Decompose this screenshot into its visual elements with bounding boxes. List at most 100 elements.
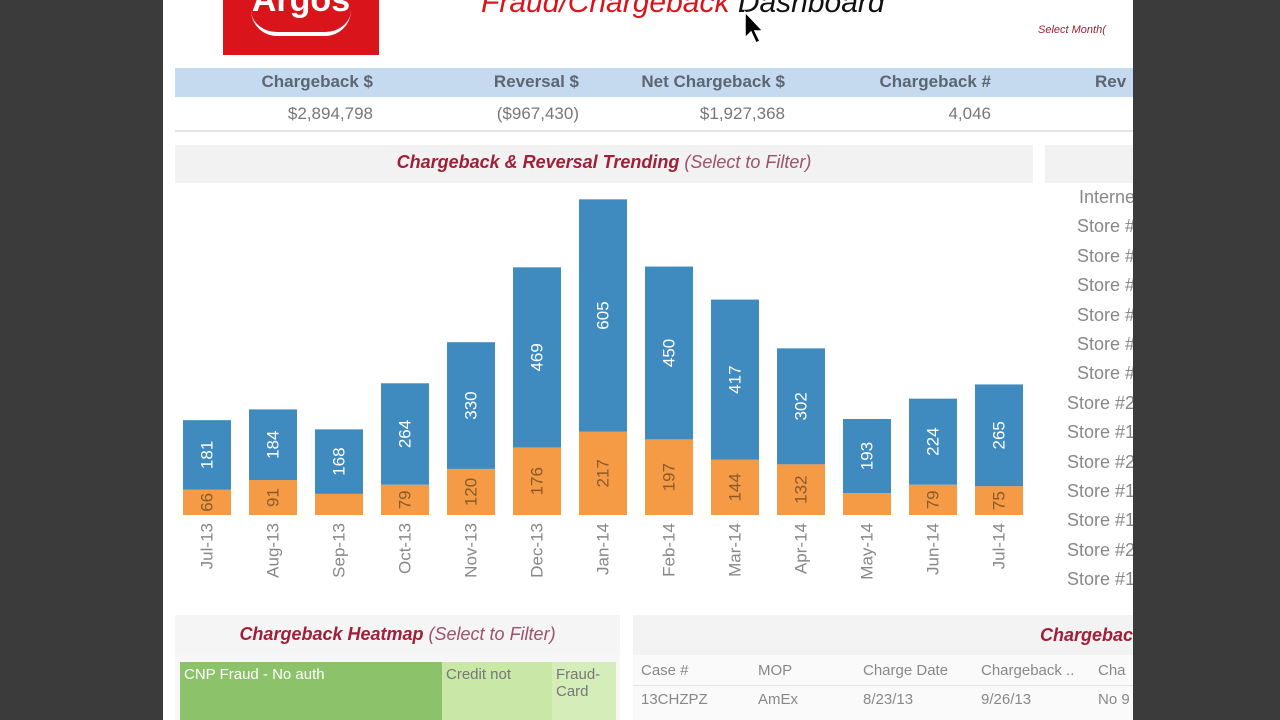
title-fraud: Fraud/Chargeback bbox=[481, 0, 730, 19]
reversal-bar[interactable] bbox=[315, 493, 363, 515]
cell-chargeback-date: 9/26/13 bbox=[981, 691, 1032, 708]
x-tick-label: Jan-14 bbox=[594, 523, 613, 575]
reversal-bar[interactable] bbox=[975, 486, 1023, 515]
column-header-mop[interactable]: MOP bbox=[758, 662, 793, 679]
store-list: Interne Store # Store # Store # Store # Store… bbox=[1045, 145, 1133, 605]
chargeback-bar[interactable] bbox=[315, 429, 363, 494]
x-tick-label: Mar-14 bbox=[726, 523, 745, 577]
kpi-label-chargeback: Chargeback $ bbox=[261, 72, 374, 91]
column-header-cha[interactable]: Cha bbox=[1098, 662, 1126, 679]
column-header-chargeback-date[interactable]: Chargeback .. bbox=[981, 662, 1075, 679]
chargeback-bar[interactable] bbox=[249, 409, 297, 481]
store-list-item[interactable]: Interne bbox=[1078, 187, 1133, 207]
x-tick-label: Nov-13 bbox=[462, 523, 481, 578]
bar-data-label: 224 bbox=[924, 427, 943, 455]
trend-bar-chart[interactable]: 66 181 Jul-13 91 184 Aug-13 168 Sep-13 79 264 Oct-… bbox=[175, 185, 1033, 605]
kpi-value-net-chargeback: $1,927,368 bbox=[699, 104, 785, 123]
reversal-bar[interactable] bbox=[249, 480, 297, 515]
x-tick-label: May-14 bbox=[858, 523, 877, 580]
store-list-item[interactable]: Store #2 bbox=[1066, 392, 1133, 413]
chargeback-bar[interactable] bbox=[645, 266, 693, 440]
x-tick-label: Apr-14 bbox=[792, 523, 811, 574]
store-list-item[interactable]: Store # bbox=[1076, 363, 1133, 384]
dashboard-title: Fraud/Chargeback Dashboard bbox=[481, 0, 885, 20]
chargeback-bar[interactable] bbox=[513, 267, 561, 448]
bar-data-label: 120 bbox=[462, 478, 481, 506]
x-tick-label: Jul-13 bbox=[198, 523, 217, 569]
reversal-bar[interactable] bbox=[645, 439, 693, 515]
chargeback-bar[interactable] bbox=[447, 342, 495, 469]
bar-data-label: 75 bbox=[990, 491, 1009, 510]
bar-data-label: 450 bbox=[660, 339, 679, 367]
column-header-case[interactable]: Case # bbox=[641, 662, 689, 679]
kpi-header-row: Chargeback $ Reversal $ Net Chargeback $… bbox=[175, 68, 1133, 97]
kpi-label-reversal: Reversal $ bbox=[493, 72, 579, 91]
store-list-item[interactable]: Store # bbox=[1076, 275, 1133, 296]
chargeback-bar[interactable] bbox=[909, 398, 957, 485]
bar-data-label: 181 bbox=[198, 441, 217, 469]
cell-mop: AmEx bbox=[758, 691, 799, 708]
x-tick-label: Jun-14 bbox=[924, 523, 943, 575]
chargeback-bar[interactable] bbox=[711, 299, 759, 460]
x-tick-label: Dec-13 bbox=[528, 523, 547, 578]
chargeback-bar[interactable] bbox=[975, 384, 1023, 487]
store-list-item[interactable]: Store #1 bbox=[1066, 569, 1133, 590]
kpi-value-reversal: ($967,430) bbox=[496, 104, 579, 123]
x-tick-label: Sep-13 bbox=[330, 523, 349, 578]
heatmap-subtitle: (Select to Filter) bbox=[428, 624, 556, 644]
reversal-bar[interactable] bbox=[909, 484, 957, 515]
cell-case[interactable]: 13CHZPZ bbox=[641, 691, 708, 708]
bar-data-label: 176 bbox=[528, 467, 547, 495]
reversal-bar[interactable] bbox=[513, 447, 561, 515]
chargeback-bar[interactable] bbox=[579, 199, 627, 432]
store-list-item[interactable]: Store #1 bbox=[1066, 481, 1133, 501]
chargeback-bar[interactable] bbox=[777, 348, 825, 465]
cell-cha: No 9 bbox=[1098, 691, 1130, 708]
bar-data-label: 193 bbox=[858, 442, 877, 470]
bar-data-label: 132 bbox=[792, 475, 811, 503]
heatmap-cell[interactable]: Fraud-Card bbox=[552, 662, 616, 720]
store-list-item[interactable]: Store # bbox=[1076, 334, 1133, 354]
reversal-bar[interactable] bbox=[777, 464, 825, 515]
reversal-bar[interactable] bbox=[579, 431, 627, 515]
bar-data-label: 605 bbox=[594, 301, 613, 329]
bar-data-label: 66 bbox=[198, 493, 217, 512]
kpi-value-chargeback-count: 4,046 bbox=[948, 104, 991, 123]
reversal-bar[interactable] bbox=[711, 459, 759, 515]
reversal-bar[interactable] bbox=[843, 493, 891, 515]
store-list-item[interactable]: Store #1 bbox=[1066, 510, 1133, 531]
store-list-item[interactable]: Store #2 bbox=[1066, 451, 1133, 472]
argos-logo: Argos bbox=[223, 0, 379, 55]
store-list-item[interactable]: Store # bbox=[1076, 216, 1133, 237]
trend-panel-title: Chargeback & Reversal Trending (Select t… bbox=[175, 145, 1033, 183]
chargeback-case-table: Chargebac Case # MOP Charge Date Chargeb… bbox=[633, 615, 1133, 720]
kpi-value-chargeback: $2,894,798 bbox=[287, 104, 373, 123]
select-month-filter[interactable]: Select Month( bbox=[1038, 24, 1106, 36]
kpi-label-net-chargeback: Net Chargeback $ bbox=[641, 72, 785, 91]
bar-data-label: 265 bbox=[990, 421, 1009, 449]
store-list-item[interactable]: Store #1 bbox=[1066, 422, 1133, 443]
store-list-item[interactable]: Store # bbox=[1076, 304, 1133, 325]
bar-data-label: 79 bbox=[924, 490, 943, 509]
chargeback-bar[interactable] bbox=[183, 420, 231, 490]
reversal-bar[interactable] bbox=[183, 489, 231, 515]
x-tick-label: Oct-13 bbox=[396, 523, 415, 574]
bar-data-label: 417 bbox=[726, 365, 745, 393]
reversal-bar[interactable] bbox=[381, 484, 429, 515]
heatmap-cell[interactable]: Credit not bbox=[442, 662, 552, 720]
x-tick-label: Aug-13 bbox=[264, 523, 283, 578]
kpi-label-chargeback-count: Chargeback # bbox=[879, 72, 992, 91]
bar-data-label: 469 bbox=[528, 343, 547, 371]
chargeback-bar[interactable] bbox=[381, 383, 429, 485]
bar-data-label: 168 bbox=[330, 447, 349, 475]
column-header-charge-date[interactable]: Charge Date bbox=[863, 662, 949, 679]
bar-data-label: 217 bbox=[594, 459, 613, 487]
reversal-bar[interactable] bbox=[447, 468, 495, 515]
chargeback-bar[interactable] bbox=[843, 419, 891, 494]
heatmap-cell[interactable]: CNP Fraud - No auth bbox=[180, 662, 442, 720]
bar-data-label: 302 bbox=[792, 392, 811, 420]
store-list-item[interactable]: Store # bbox=[1076, 245, 1133, 266]
store-list-item[interactable]: Store #2 bbox=[1066, 539, 1133, 560]
mouse-cursor-icon bbox=[744, 10, 765, 45]
kpi-label-reversal-count: Rev bbox=[1095, 72, 1127, 91]
